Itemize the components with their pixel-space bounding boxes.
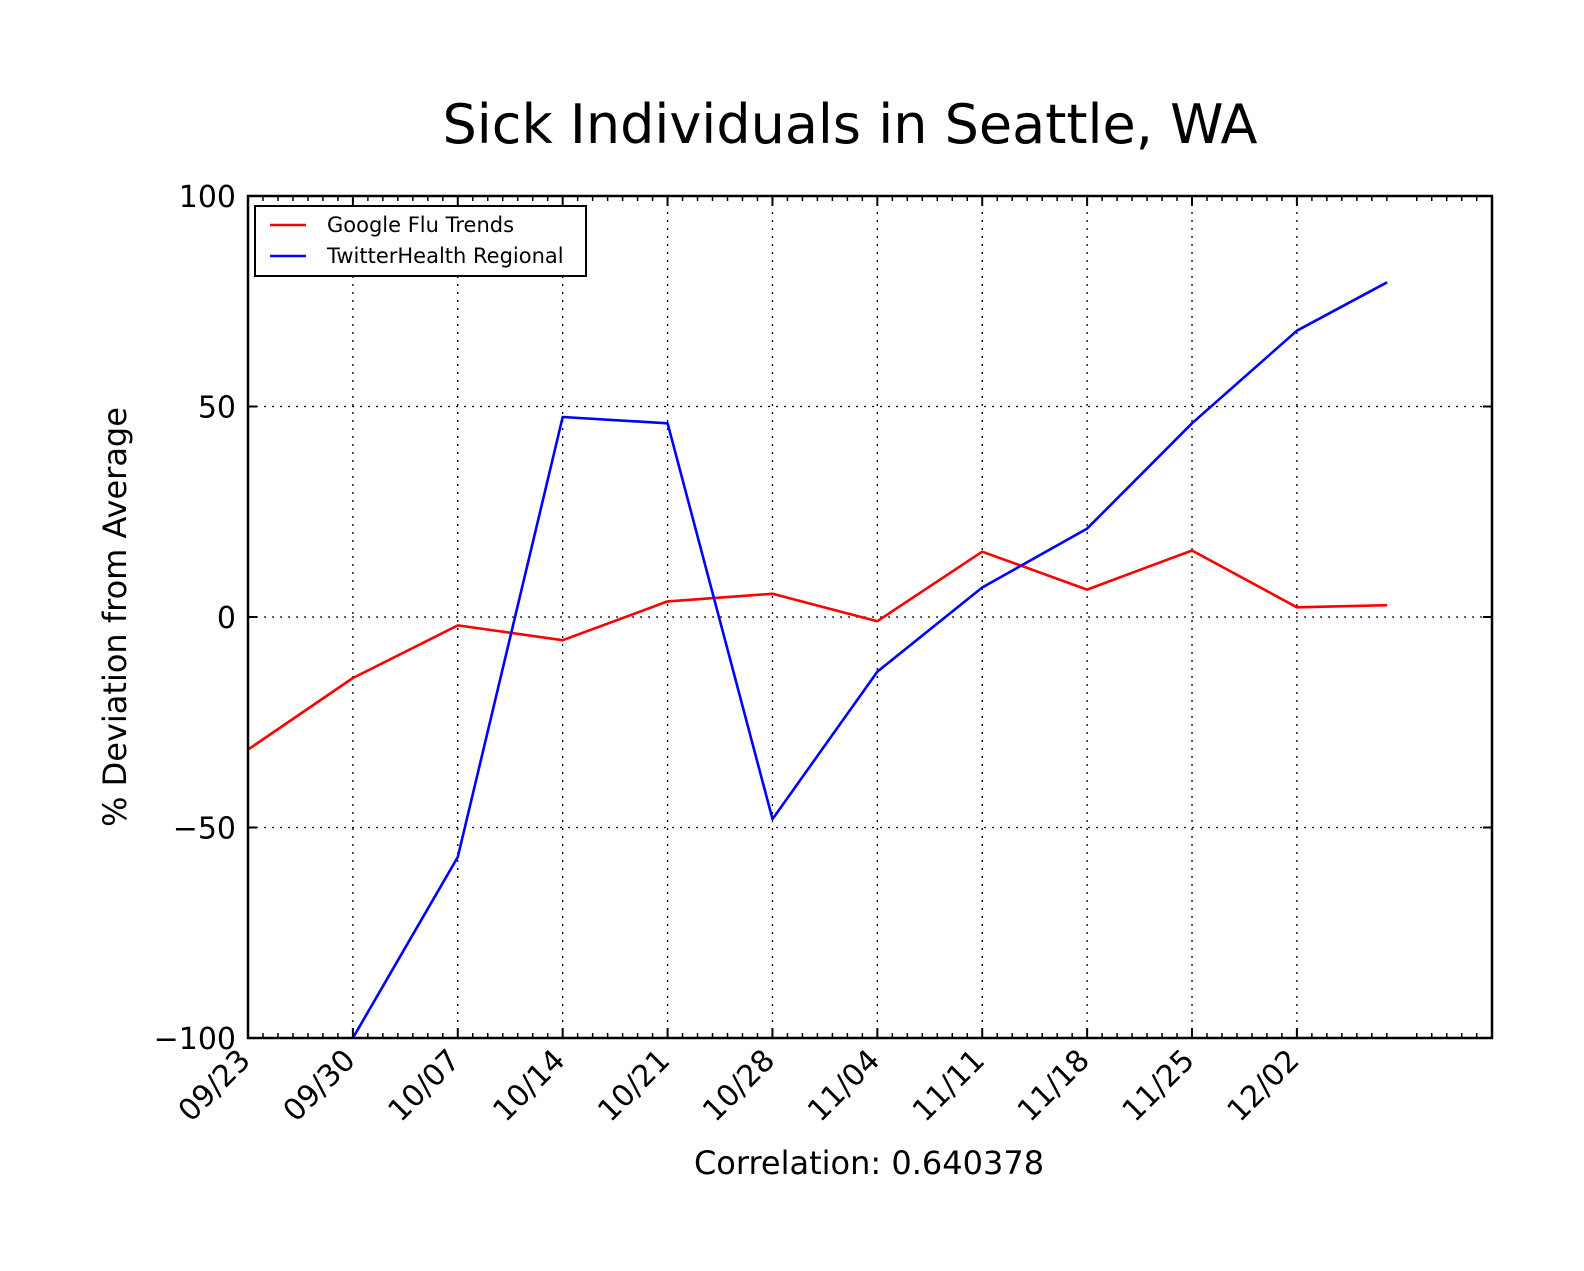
chart-title: Sick Individuals in Seattle, WA — [443, 93, 1258, 156]
y-tick-label: −50 — [173, 812, 236, 847]
legend: Google Flu Trends TwitterHealth Regional — [254, 205, 587, 277]
y-tick-label: 50 — [198, 391, 236, 426]
legend-label-google-flu-trends: Google Flu Trends — [327, 213, 514, 237]
ticks — [247, 195, 1492, 1039]
y-tick-label: −100 — [154, 1022, 236, 1057]
y-axis-label: % Deviation from Average — [96, 407, 134, 827]
series-line-google-flu-trends — [247, 549, 1388, 751]
y-tick-label: 100 — [179, 180, 236, 215]
y-tick-labels: 100 50 0 −50 −100 — [154, 180, 236, 1057]
plot-area — [248, 196, 1492, 1038]
y-tick-label: 0 — [217, 601, 236, 636]
legend-box — [254, 205, 587, 277]
x-axis-label: Correlation: 0.640378 — [694, 1144, 1044, 1182]
series-layer — [247, 281, 1388, 1039]
legend-label-twitterhealth-regional: TwitterHealth Regional — [326, 244, 564, 268]
